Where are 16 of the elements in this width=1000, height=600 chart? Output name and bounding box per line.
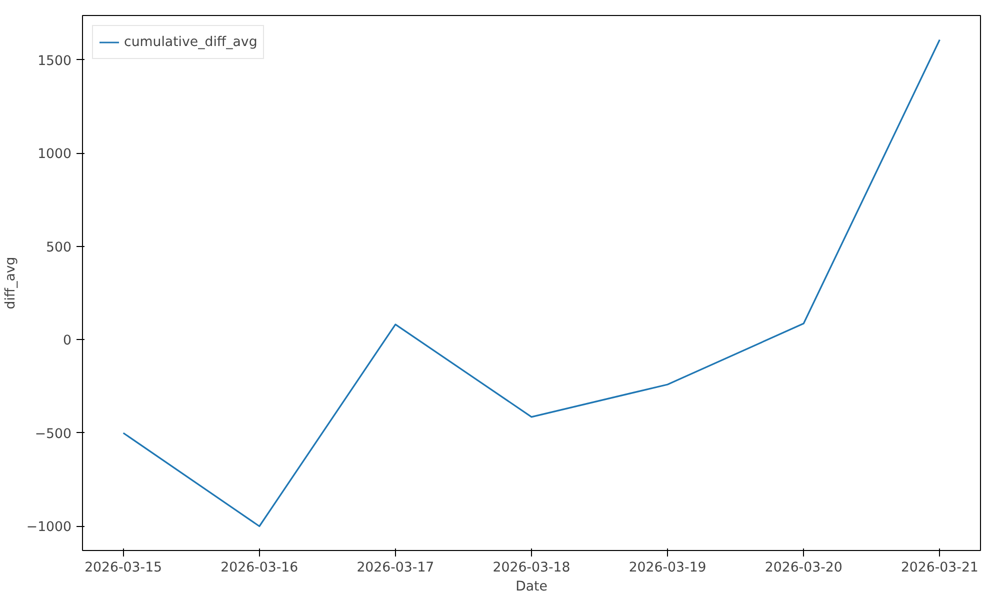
x-tick-label: 2026-03-16 bbox=[220, 560, 298, 576]
x-tick-label: 2026-03-15 bbox=[84, 560, 162, 576]
x-tick-label: 2026-03-17 bbox=[356, 560, 434, 576]
x-tick-label: 2026-03-19 bbox=[628, 560, 706, 576]
x-axis-title: Date bbox=[516, 580, 548, 594]
x-tick-label: 2026-03-21 bbox=[900, 560, 978, 576]
x-tick-label: 2026-03-20 bbox=[764, 560, 842, 576]
y-tick-label: 1500 bbox=[38, 54, 72, 69]
x-tick-label: 2026-03-18 bbox=[492, 560, 570, 576]
y-axis-title: diff_avg bbox=[3, 256, 18, 310]
legend-label: cumulative_diff_avg bbox=[124, 34, 258, 50]
y-tick-label: −500 bbox=[34, 426, 72, 442]
y-tick-label: 0 bbox=[63, 334, 72, 349]
y-tick-label: 500 bbox=[46, 240, 72, 256]
y-tick-label: 1000 bbox=[38, 147, 72, 162]
y-tick-label: −1000 bbox=[26, 520, 72, 536]
